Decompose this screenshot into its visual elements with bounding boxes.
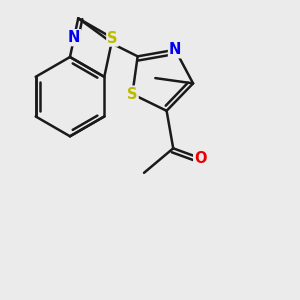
Text: O: O [194,151,207,166]
Text: N: N [169,42,182,57]
Text: N: N [68,30,80,45]
Text: S: S [107,31,118,46]
Text: S: S [127,87,138,102]
